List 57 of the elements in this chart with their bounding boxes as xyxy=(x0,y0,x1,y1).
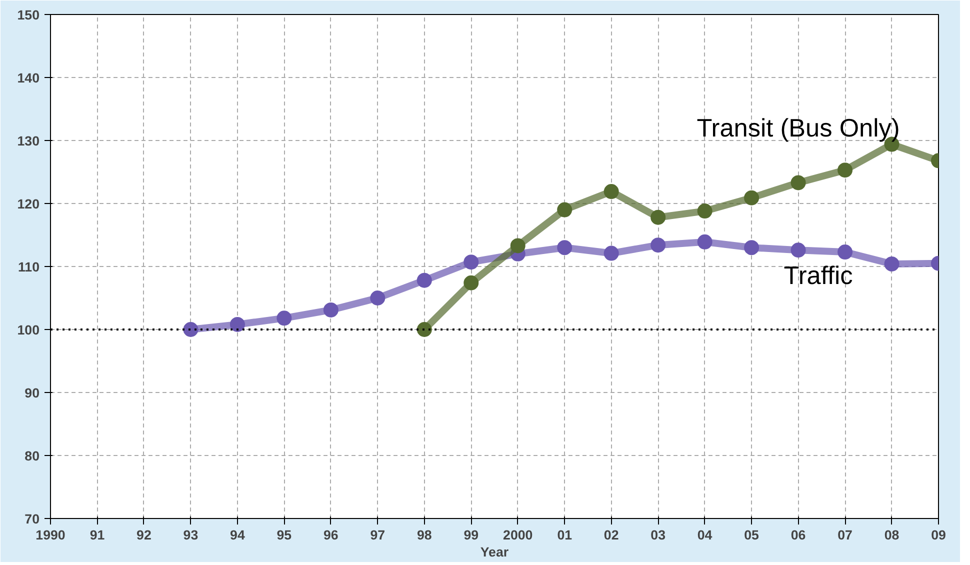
y-tick-label: 80 xyxy=(24,448,40,464)
point xyxy=(416,322,432,337)
x-tick-label: 05 xyxy=(744,528,760,542)
y-tick-label: 150 xyxy=(17,8,40,22)
x-tick-label: 92 xyxy=(136,528,152,542)
y-tick-label: 120 xyxy=(17,196,40,212)
point xyxy=(650,238,666,253)
y-tick-label: 90 xyxy=(24,386,40,400)
x-tick-label: 01 xyxy=(557,528,573,542)
x-tick-label: 96 xyxy=(324,528,338,542)
x-tick-label: 06 xyxy=(790,528,806,542)
point xyxy=(183,322,198,337)
x-tick-label: 03 xyxy=(650,528,666,542)
y-tick-label: 110 xyxy=(18,260,40,274)
x-tick-label: 91 xyxy=(90,528,106,542)
x-tick-label: 02 xyxy=(604,528,619,542)
point xyxy=(604,246,619,261)
x-tick-label: 99 xyxy=(464,528,479,542)
y-tick-label: 100 xyxy=(17,322,40,338)
point xyxy=(557,202,572,218)
point xyxy=(790,175,806,190)
point xyxy=(744,240,760,256)
x-tick-label: 2000 xyxy=(503,528,533,542)
y-tick-label: 140 xyxy=(17,70,40,86)
point xyxy=(464,275,479,290)
x-tick-label: 95 xyxy=(276,528,292,542)
point xyxy=(650,210,666,225)
point xyxy=(790,242,806,258)
point xyxy=(838,244,853,260)
x-tick-label: 07 xyxy=(838,528,852,542)
point xyxy=(464,254,479,270)
point xyxy=(697,204,712,219)
point xyxy=(838,162,853,178)
x-axis-title: Year xyxy=(480,544,509,560)
point xyxy=(370,290,386,306)
x-tick-label: 04 xyxy=(697,528,713,542)
series-label: Transit (Bus Only) xyxy=(696,114,900,143)
point xyxy=(697,234,712,250)
y-tick-label: 70 xyxy=(24,512,40,526)
point xyxy=(604,184,619,200)
point xyxy=(416,272,432,288)
x-tick-label: 1990 xyxy=(36,528,66,542)
series-label: Traffic xyxy=(784,262,853,290)
point xyxy=(276,310,292,326)
point xyxy=(323,302,338,318)
x-tick-label: 97 xyxy=(370,528,386,542)
x-tick-label: 08 xyxy=(884,528,900,542)
point xyxy=(230,316,245,332)
y-tick-label: 130 xyxy=(17,134,40,148)
x-tick-label: 09 xyxy=(931,528,946,542)
x-tick-label: 94 xyxy=(230,528,246,542)
point xyxy=(510,238,526,254)
point xyxy=(557,240,572,256)
point xyxy=(884,256,900,272)
x-tick-label: 93 xyxy=(183,528,198,542)
point xyxy=(744,190,760,206)
x-tick-label: 98 xyxy=(416,528,432,542)
